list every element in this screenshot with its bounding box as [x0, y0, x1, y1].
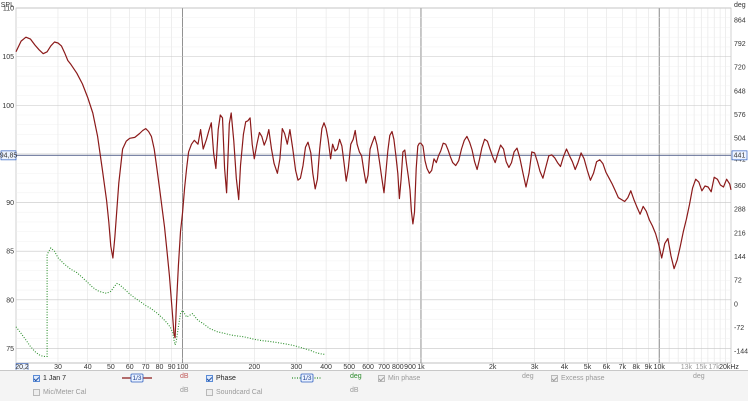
- phase-smoothing-label: 1/3: [302, 375, 311, 382]
- x-tick-label: 7k: [619, 364, 627, 370]
- x-tick-label: 400: [320, 364, 332, 370]
- x-start-box[interactable]: [15, 363, 29, 371]
- x-tick-label: 80: [156, 364, 164, 370]
- spl-line-swatch[interactable]: 1/3: [122, 373, 152, 383]
- x-tick-label: 600: [362, 364, 374, 370]
- left-tick-label: 75: [6, 346, 14, 353]
- plot-frame: [15, 7, 732, 364]
- x-tick-label: 800: [392, 364, 404, 370]
- left-tick-label: 100: [2, 103, 14, 110]
- x-tick-label: 1k: [417, 364, 425, 370]
- right-tick-label: 720: [734, 65, 746, 72]
- x-tick-label: 50: [107, 364, 115, 370]
- left-tick-label: 90: [6, 200, 14, 207]
- measurement-checkbox[interactable]: [33, 374, 40, 382]
- x-tick-label: 6k: [603, 364, 611, 370]
- cursor-spl-box[interactable]: [0, 150, 17, 161]
- phase-checkbox[interactable]: [206, 374, 213, 382]
- right-tick-label: -72: [734, 325, 744, 332]
- phase-unit: deg: [350, 373, 362, 380]
- right-tick-label: 216: [734, 230, 746, 237]
- cursor-spl-value: 94,85: [0, 153, 17, 160]
- right-tick-label: -144: [734, 349, 748, 356]
- x-tick-label: 4k: [561, 364, 569, 370]
- x-tick-label: 200: [248, 364, 260, 370]
- min-phase-checkbox[interactable]: [378, 374, 385, 382]
- right-tick-label: 792: [734, 41, 746, 48]
- x-tick-label: 3k: [531, 364, 539, 370]
- series-phase-line: [15, 247, 326, 357]
- legend-row-1: 1 Jan 7 1/3 dB Phase 1/3 deg Min phase d…: [0, 371, 748, 385]
- soundcard-cal-toggle[interactable]: Soundcard Cal: [206, 387, 262, 397]
- x-tick-label: 10k: [654, 364, 666, 370]
- x-tick-label: 30: [54, 364, 62, 370]
- mic-cal-toggle[interactable]: Mic/Meter Cal: [33, 387, 86, 397]
- left-tick-label: 85: [6, 249, 14, 256]
- x-tick-label: 15k: [696, 364, 708, 370]
- left-tick-label: 105: [2, 54, 14, 61]
- right-tick-label: 0: [734, 301, 738, 308]
- right-tick-label: 288: [734, 207, 746, 214]
- measurement-toggle[interactable]: 1 Jan 7: [33, 373, 66, 383]
- spl-smoothing-label: 1/3: [132, 375, 141, 382]
- x-tick-label: 70: [142, 364, 150, 370]
- right-tick-label: 576: [734, 112, 746, 119]
- x-tick-label: 5k: [584, 364, 592, 370]
- x-tick-label: 17k: [709, 364, 721, 370]
- left-axis-title: SPL: [1, 2, 14, 9]
- x-tick-label: 9k: [645, 364, 653, 370]
- x-tick-label: 90: [168, 364, 176, 370]
- x-tick-label: 40: [84, 364, 92, 370]
- x-tick-label: 700: [378, 364, 390, 370]
- left-tick-label: 80: [6, 297, 14, 304]
- x-tick-label: 900: [404, 364, 416, 370]
- excess-phase-checkbox[interactable]: [551, 374, 558, 382]
- spl-smoothing-marker: [130, 373, 144, 383]
- right-tick-label: 864: [734, 17, 746, 24]
- series-spl-line: [15, 36, 732, 339]
- right-tick-label: 504: [734, 136, 746, 143]
- x-tick-label: 500: [343, 364, 355, 370]
- phase-line-swatch[interactable]: 1/3: [292, 373, 322, 383]
- soundcard-cal-unit: dB: [350, 387, 359, 394]
- right-tick-label: 360: [734, 183, 746, 190]
- x-tick-label: 20,2: [15, 364, 29, 370]
- phase-smoothing-marker: [300, 373, 314, 383]
- x-tick-label: 2k: [489, 364, 497, 370]
- cursor-deg-box[interactable]: [731, 150, 748, 161]
- excess-phase-unit: deg: [693, 373, 705, 380]
- legend-panel: 1 Jan 7 1/3 dB Phase 1/3 deg Min phase d…: [0, 370, 748, 401]
- right-tick-label: 648: [734, 88, 746, 95]
- excess-phase-toggle[interactable]: Excess phase: [551, 373, 605, 383]
- cursor-deg-value: 441: [734, 153, 746, 160]
- x-tick-label: 8k: [632, 364, 640, 370]
- mic-cal-unit: dB: [180, 387, 189, 394]
- phase-label: Phase: [216, 374, 236, 382]
- excess-phase-label: Excess phase: [561, 374, 605, 382]
- x-tick-label: 60: [126, 364, 134, 370]
- min-phase-unit: deg: [522, 373, 534, 380]
- chart-area[interactable]: 7580859095100105110SPL-144-7207214421628…: [0, 0, 748, 370]
- mic-cal-checkbox[interactable]: [33, 388, 40, 396]
- x-tick-label: 13k: [681, 364, 693, 370]
- spl-unit: dB: [180, 373, 189, 380]
- measurement-label: 1 Jan 7: [43, 374, 66, 382]
- x-tick-label: 100: [177, 364, 189, 370]
- min-phase-label: Min phase: [388, 374, 421, 382]
- frequency-response-chart[interactable]: 7580859095100105110SPL-144-7207214421628…: [0, 0, 748, 370]
- legend-row-2: Mic/Meter Cal dB Soundcard Cal dB: [0, 385, 748, 399]
- soundcard-cal-label: Soundcard Cal: [216, 388, 263, 396]
- left-tick-label: 110: [3, 6, 14, 13]
- mic-cal-label: Mic/Meter Cal: [43, 388, 87, 396]
- x-tick-label: 20kHz: [719, 364, 739, 370]
- right-axis-title: deg: [734, 2, 746, 9]
- phase-toggle[interactable]: Phase: [206, 373, 236, 383]
- min-phase-toggle[interactable]: Min phase: [378, 373, 420, 383]
- right-tick-label: 144: [734, 254, 746, 261]
- right-tick-label: 72: [734, 278, 742, 285]
- x-tick-label: 300: [290, 364, 302, 370]
- soundcard-cal-checkbox[interactable]: [206, 388, 213, 396]
